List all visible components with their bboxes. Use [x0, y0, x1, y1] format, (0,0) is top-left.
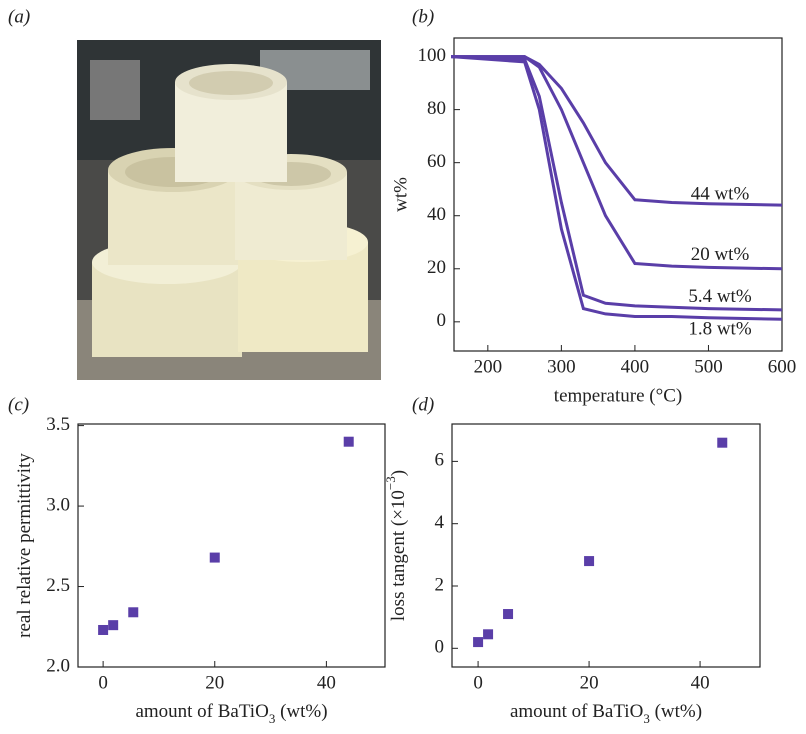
data-point: [98, 624, 109, 635]
y-tick-label: 2.5: [46, 575, 70, 596]
x-axis-label-part: amount of BaTiO: [510, 701, 643, 722]
x-tick-label: 0: [473, 672, 483, 693]
data-line: [451, 55, 783, 271]
plot-frame: [77, 423, 386, 668]
plot-frame: [451, 423, 761, 668]
y-tick-label: 6: [435, 450, 445, 471]
y-tick-label: 2: [435, 574, 445, 595]
plot-frame: [453, 37, 783, 352]
x-tick-label: 300: [547, 356, 576, 377]
y-axis-label: wt%: [390, 177, 411, 212]
y-tick-label: 4: [435, 512, 445, 533]
y-tick-label: 3.0: [46, 494, 70, 515]
y-tick-label: 0: [437, 310, 447, 331]
data-point: [209, 552, 220, 563]
y-tick-label: 0: [435, 637, 445, 658]
y-tick-label: 100: [418, 45, 447, 66]
data-point: [503, 609, 514, 620]
x-axis-label-part: (wt%): [275, 701, 327, 722]
series-label: 1.8 wt%: [688, 319, 752, 340]
x-axis-label: amount of BaTiO3 (wt%): [510, 701, 702, 726]
data-line: [451, 55, 783, 312]
x-axis-label-part: 3: [643, 711, 650, 726]
y-axis-label: loss tangent (×10−3): [383, 470, 409, 621]
panel-label: (d): [412, 394, 434, 415]
x-tick-label: 0: [98, 672, 108, 693]
data-point: [483, 629, 494, 640]
x-axis-label: temperature (°C): [554, 385, 682, 406]
data-point: [128, 607, 139, 618]
x-tick-label: 20: [205, 672, 224, 693]
data-point: [343, 436, 354, 447]
x-tick-label: 40: [691, 672, 710, 693]
y-tick-label: 20: [427, 257, 446, 278]
data-point: [584, 556, 595, 567]
data-point: [473, 637, 484, 648]
y-tick-label: 60: [427, 151, 446, 172]
data-line: [450, 55, 783, 321]
y-tick-label: 3.5: [46, 414, 70, 435]
photo: [77, 40, 381, 380]
y-axis-label-part: ): [388, 470, 409, 476]
x-tick-label: 20: [580, 672, 599, 693]
series-label: 20 wt%: [691, 244, 750, 265]
y-axis-label-part: loss tangent (×10: [388, 490, 409, 621]
data-point: [717, 437, 728, 448]
x-tick-label: 200: [474, 356, 503, 377]
x-axis-label: amount of BaTiO3 (wt%): [135, 701, 327, 726]
x-tick-label: 40: [317, 672, 336, 693]
data-point: [108, 620, 119, 631]
series-label: 44 wt%: [691, 183, 750, 204]
y-tick-label: 2.0: [46, 655, 70, 676]
y-axis-label-part: −3: [383, 476, 398, 490]
y-axis-label-part: real relative permittivity: [14, 453, 35, 638]
x-axis-label-part: (wt%): [650, 701, 702, 722]
x-axis-label-part: 3: [269, 711, 276, 726]
x-tick-label: 400: [621, 356, 650, 377]
x-tick-label: 600: [768, 356, 797, 377]
x-tick-label: 500: [694, 356, 723, 377]
panel-label: (a): [8, 6, 30, 27]
y-tick-label: 80: [427, 98, 446, 119]
series-label: 5.4 wt%: [688, 286, 752, 307]
x-axis-label-part: amount of BaTiO: [135, 701, 268, 722]
panel-label: (b): [412, 6, 434, 27]
y-tick-label: 40: [427, 204, 446, 225]
y-axis-label: real relative permittivity: [14, 453, 35, 638]
panel-label: (c): [8, 394, 29, 415]
